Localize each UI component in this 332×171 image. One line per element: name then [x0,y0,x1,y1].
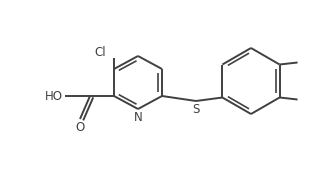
Text: S: S [192,103,200,116]
Text: N: N [133,111,142,124]
Text: Cl: Cl [94,47,106,60]
Text: HO: HO [45,89,63,102]
Text: O: O [75,121,85,134]
